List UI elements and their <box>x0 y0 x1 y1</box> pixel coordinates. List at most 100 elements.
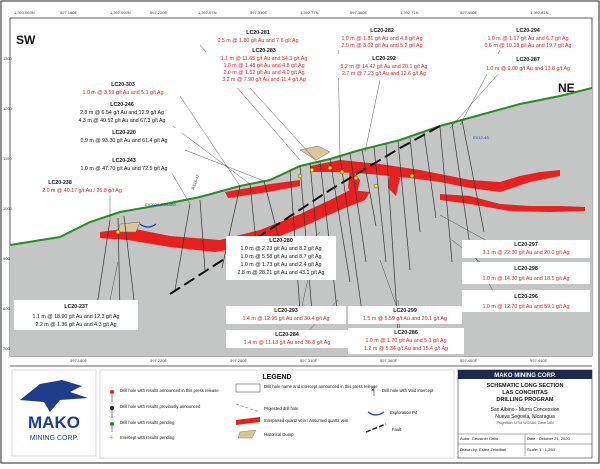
exploration-pit-label: EX2020-R0SAB0... <box>145 202 179 207</box>
coord-label: 597.400E <box>460 10 477 15</box>
callout-lc20-296: LC20-296 1.0 m @ 12.70 g/t Au and 59.1 g… <box>462 290 590 312</box>
callout-lc20-280: LC20-280 1.0 m @ 2.23 g/t Au and 8.2 g/t… <box>226 236 336 280</box>
drill-hole <box>339 155 363 313</box>
elevation-label: 1200 <box>3 106 13 111</box>
hole-id: LC20-283 <box>252 48 276 54</box>
intercept-text: 1.0 m @ 1.73 g/t Au and 2.4 g/t Ag <box>240 262 321 268</box>
drill-hole <box>409 137 421 233</box>
legend-item: Historical Dump <box>264 432 294 437</box>
intercept-text: 1.0 m @ 1.17 g/t Au and 6.7 g/t Ag <box>487 36 568 42</box>
company-logo: MAKO MINING CORP. <box>11 369 97 457</box>
hole-id: LC20-298 <box>514 266 538 272</box>
callout-lc20-286: LC20-286 1.0 m @ 1.70 g/t Au and 5.1 g/t… <box>348 328 464 354</box>
intercept-text: 0.9 m @ 93.30 g/t Au and 61.4 g/t Ag <box>81 138 168 144</box>
drill-hole <box>385 143 399 331</box>
drill-hole <box>199 199 206 271</box>
hole-id: LC20-280 <box>269 238 293 244</box>
callout-lc20-284: LC20-284 1.4 m @ 11.13 g/t Au and 36.8 g… <box>226 330 348 348</box>
scale-line: Scale: 1 : 1,250 <box>527 447 556 452</box>
intercept-marker <box>115 229 121 235</box>
legend-item: Intercept with results pending <box>120 435 175 440</box>
callout-lc20-293: LC20-293 1.4 m @ 12.95 g/t Au and 30.4 g… <box>226 306 346 324</box>
void-mark-icon: × <box>371 388 375 394</box>
intercept-marker <box>309 167 315 173</box>
shark-icon <box>20 380 88 412</box>
coord-label: 1,392.77N <box>300 10 319 15</box>
drill-hole <box>373 146 387 263</box>
intercept-text: 1.1 m @ 11.65 g/t Au and 54.3 g/t Ag <box>221 56 308 62</box>
intercept-text: 2.0 m @ 3.02 g/t Au and 5.2 g/t Ag <box>341 43 422 49</box>
drill-hole <box>361 149 377 227</box>
coord-label: 597.220E <box>150 358 167 363</box>
concession-line: San Albino - Murra Concession <box>491 407 560 413</box>
intercept-text: 1.4 m @ 11.13 g/t Au and 36.8 g/t Ag <box>244 340 331 346</box>
intercept-text: 4.3 m @ 40.52 g/t Au and 67.3 g/t Ag <box>79 118 166 124</box>
coord-label: 597.260E <box>230 358 247 363</box>
callout-lc20-292: LC20-292 5.2 m @ 14.42 g/t Au and 20.1 g… <box>324 54 444 78</box>
callout-lc20-287: LC20-287 1.0 m @ 9.00 g/t Au and 13.8 g/… <box>466 54 590 74</box>
exploration-pit-label: EX12-43 <box>473 135 489 140</box>
coord-label: 1,392.97N <box>198 10 217 15</box>
hole-new-results-icon <box>110 390 114 394</box>
coord-label: 597.220E <box>150 10 167 15</box>
vein-lower <box>100 190 370 252</box>
legend-title: LEGEND <box>262 374 291 381</box>
drawn-line: Drawn by: Esteé Zelwiitan <box>460 447 506 452</box>
author-line: Autor: Geosinet Grillo <box>460 436 499 441</box>
callout-lc20-238: LC20-238 2.0 m @ 40.17 g/t Au / 26.8 g/t… <box>28 178 138 196</box>
intercept-text: 2.7 m @ 7.23 g/t Au and 12.6 g/t Ag <box>342 71 426 77</box>
intercept-text: 3.2 m @ 7.90 g/t Au and 11.4 g/t Ag <box>222 77 306 83</box>
intercept-text: 2.8 m @ 6.54 g/t Au and 12.9 g/t Ag <box>80 110 164 116</box>
drill-hole <box>95 219 111 313</box>
hole-collar-label: RS16-47 <box>190 173 200 190</box>
title-line: SCHEMATIC LONG SECTION <box>487 383 564 389</box>
elevation-label: 900 <box>3 256 10 261</box>
vein-cross-1 <box>348 168 360 198</box>
intercept-text: 1.0 m @ 14.30 g/t Au and 18.5 g/t Ag <box>483 276 570 282</box>
callout-lc20-297: LC20-297 3.1 m @ 22.30 g/t Au and 20.0 g… <box>462 240 590 258</box>
hole-id: LC20-281 <box>246 30 270 36</box>
coord-label: 597.310E <box>300 358 317 363</box>
elevation-label: 700 <box>3 346 10 351</box>
elevation-label: 1000 <box>3 206 13 211</box>
hole-id: LC20-282 <box>370 28 394 34</box>
intercept-text: 1.0 m @ 9.00 g/t Au and 13.8 g/t Ag <box>486 66 570 72</box>
plus-icon: + <box>109 433 114 442</box>
legend-item: Exploration Pit <box>390 410 418 415</box>
intercept-text: 1.0 m @ 1.70 g/t Au and 5.1 g/t Ag <box>365 338 446 344</box>
coord-label: 1,392.81N <box>530 10 549 15</box>
intercept-text: 1.0 m @ 2.23 g/t Au and 8.2 g/t Ag <box>240 246 321 252</box>
coord-label: 597.440E <box>530 358 547 363</box>
date-line: Date : October 21, 2020 <box>527 436 570 441</box>
bottom-coordinates: 597.180E 597.220E 597.260E 597.310E 597.… <box>70 358 547 363</box>
intercept-text: 5.2 m @ 14.42 g/t Au and 20.1 g/t Ag <box>341 64 428 70</box>
projection-line: Projection: UTM WGS84, Zone 16N <box>496 421 554 425</box>
intercept-text: 3.1 m @ 22.30 g/t Au and 20.0 g/t Ag <box>483 250 570 256</box>
direction-ne: NE <box>558 81 575 95</box>
historical-dump <box>117 221 141 233</box>
label-box-icon <box>235 383 261 393</box>
callout-lc20-299: LC20-299 1.5 m @ 5.59 g/t Au and 20.1 g/… <box>348 306 462 324</box>
title-line: LAS CONCHITAS <box>502 390 548 396</box>
coord-label: 1,393.063N <box>14 10 35 15</box>
intercept-marker <box>373 183 379 189</box>
elevation-labels: 1300 1200 1100 1000 900 800 700 <box>3 56 13 351</box>
callout-lc20-243: LC20-243 1.0 m @ 47.70 g/t Au and 72.5 g… <box>66 156 182 174</box>
intercept-marker <box>353 175 359 181</box>
coord-label: 1,392.71N <box>400 10 419 15</box>
legend-item: Drill hole with results pending <box>120 420 175 425</box>
hole-id: LC20-220 <box>112 130 136 136</box>
vein-upper <box>310 160 560 192</box>
legend-item: Drill hole with results announced in thi… <box>120 388 219 393</box>
elevation-label: 1100 <box>3 156 12 161</box>
direction-sw: SW <box>16 33 36 47</box>
title-line: DRILLING PROGRAM <box>496 397 554 403</box>
intercept-text: 2.0 m @ 1.52 g/t Au and 4.0 g/t Ag <box>223 70 304 76</box>
intercept-marker <box>327 165 333 171</box>
intercept-text: 2.0 m @ 40.17 g/t Au / 26.8 g/t Ag <box>42 188 122 194</box>
callout-lc20-294: LC20-294 1.0 m @ 1.17 g/t Au and 6.7 g/t… <box>466 26 590 50</box>
drill-hole <box>461 119 485 233</box>
coord-label: 597.180E <box>70 358 87 363</box>
company-name: MAKO MINING CORP. <box>494 373 556 379</box>
